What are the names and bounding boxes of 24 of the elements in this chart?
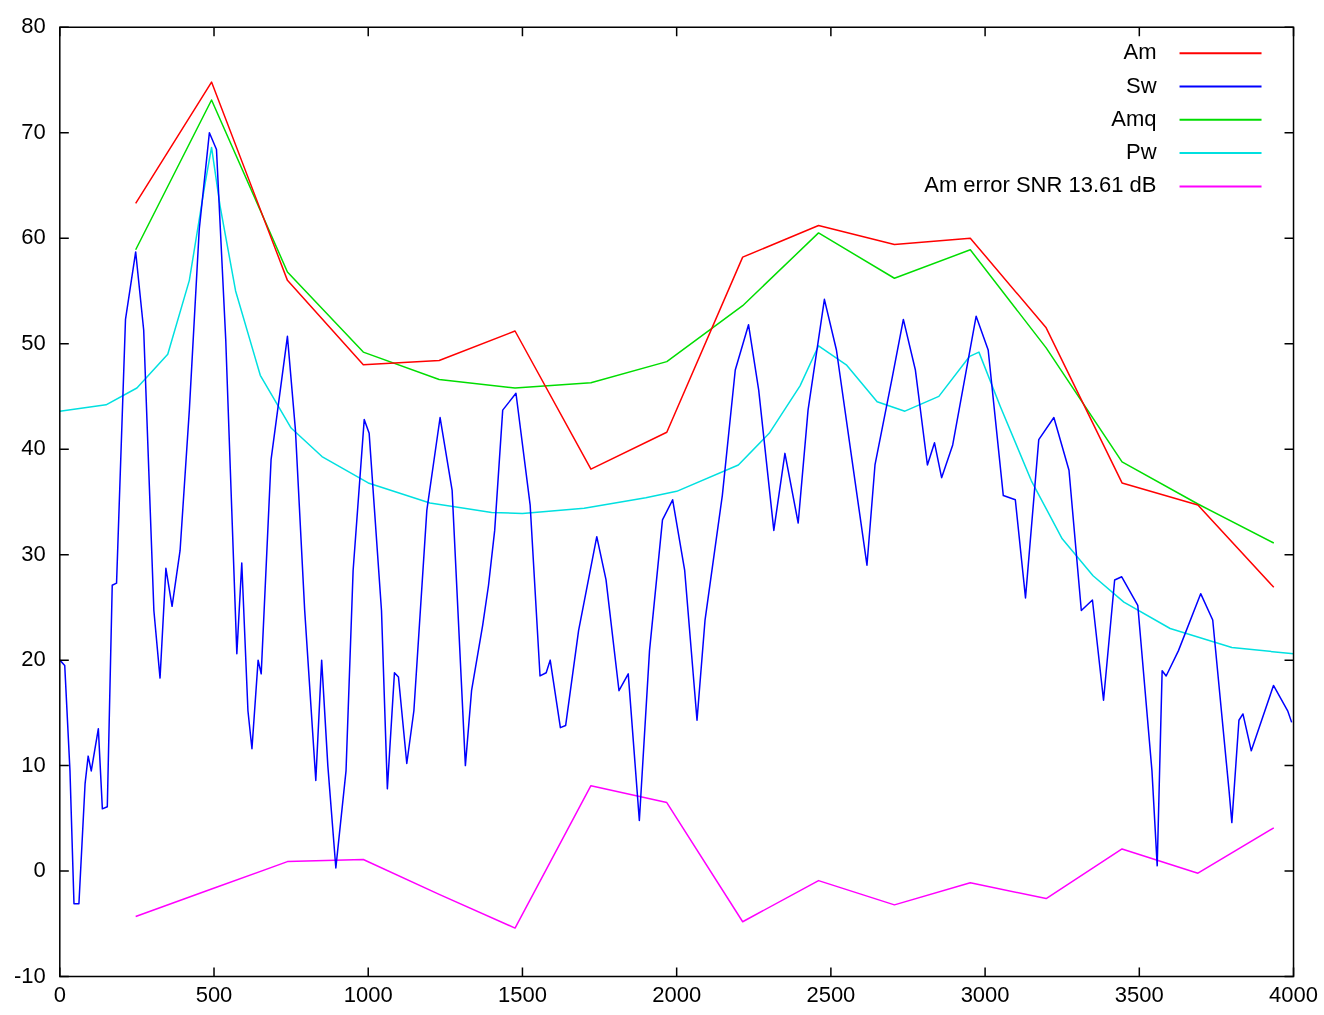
y-tick-label: 30 xyxy=(21,540,46,566)
y-tick-label: 50 xyxy=(21,329,46,355)
x-tick-label: 1000 xyxy=(343,981,393,1007)
y-tick-label: 20 xyxy=(21,646,46,672)
x-tick-label: 500 xyxy=(195,981,233,1007)
x-tick-label: 1500 xyxy=(497,981,547,1007)
y-tick-label: 60 xyxy=(21,224,46,250)
y-tick-label: 0 xyxy=(33,857,46,883)
legend-label: Am error SNR 13.61 dB xyxy=(924,172,1157,198)
y-tick-label: 40 xyxy=(21,435,46,461)
x-tick-label: 2000 xyxy=(652,981,702,1007)
x-tick-label: 0 xyxy=(53,981,66,1007)
x-tick-label: 4000 xyxy=(1269,981,1319,1007)
y-tick-label: 10 xyxy=(21,751,46,777)
legend-label: Am xyxy=(1123,39,1157,65)
y-tick-label: 70 xyxy=(21,118,46,144)
y-tick-label: 80 xyxy=(21,13,46,39)
legend-label: Amq xyxy=(1111,105,1157,131)
x-tick-label: 3000 xyxy=(960,981,1010,1007)
legend-label: Pw xyxy=(1125,139,1157,165)
x-tick-label: 3500 xyxy=(1114,981,1164,1007)
x-tick-label: 2500 xyxy=(806,981,856,1007)
legend-label: Sw xyxy=(1125,72,1157,98)
y-tick-label: -10 xyxy=(14,962,46,988)
